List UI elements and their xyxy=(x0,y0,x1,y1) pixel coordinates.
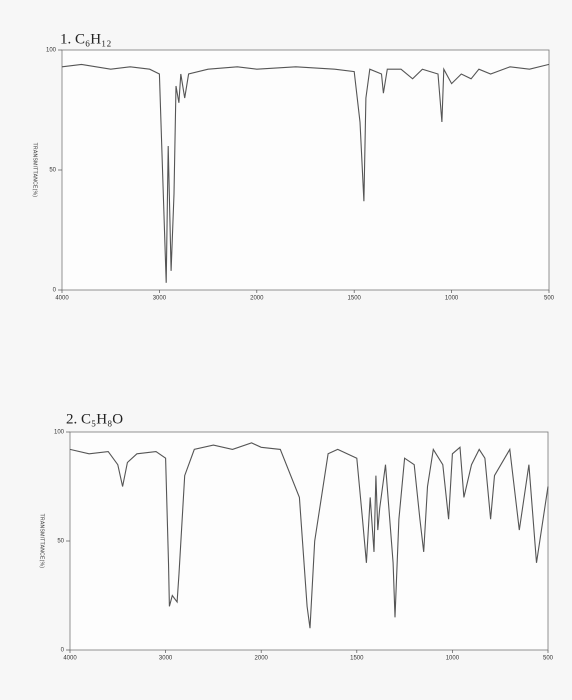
x-tick-label: 4000 xyxy=(63,656,77,662)
plot-frame xyxy=(61,49,550,291)
x-tick-label: 3000 xyxy=(159,656,173,662)
y-tick-label: 100 xyxy=(54,430,65,436)
chart-title: 2. C₅H₈O xyxy=(66,411,123,427)
plot-frame xyxy=(69,431,549,651)
x-tick-label: 1500 xyxy=(348,296,362,302)
chart-title: 1. C₆H₁₂ xyxy=(60,31,112,47)
y-tick-label: 50 xyxy=(57,539,64,545)
x-tick-label: 3000 xyxy=(153,296,167,302)
x-tick-label: 1500 xyxy=(350,656,364,662)
y-axis-label: TRANSMITTANCE(%) xyxy=(39,514,45,569)
y-tick-label: 0 xyxy=(61,648,65,654)
spectrum-line xyxy=(61,63,550,283)
y-tick-label: 50 xyxy=(49,168,56,174)
x-tick-label: 1000 xyxy=(445,296,459,302)
y-axis-label: TRANSMITTANCE(%) xyxy=(32,143,38,198)
y-tick-label: 0 xyxy=(53,288,57,294)
x-tick-label: 2000 xyxy=(255,656,269,662)
x-tick-label: 2000 xyxy=(250,296,264,302)
x-tick-label: 4000 xyxy=(55,296,69,302)
x-tick-label: 1000 xyxy=(446,656,460,662)
x-tick-label: 500 xyxy=(543,656,554,662)
x-tick-label: 500 xyxy=(544,296,555,302)
y-tick-label: 100 xyxy=(46,48,57,54)
spectrum-line xyxy=(69,442,549,629)
